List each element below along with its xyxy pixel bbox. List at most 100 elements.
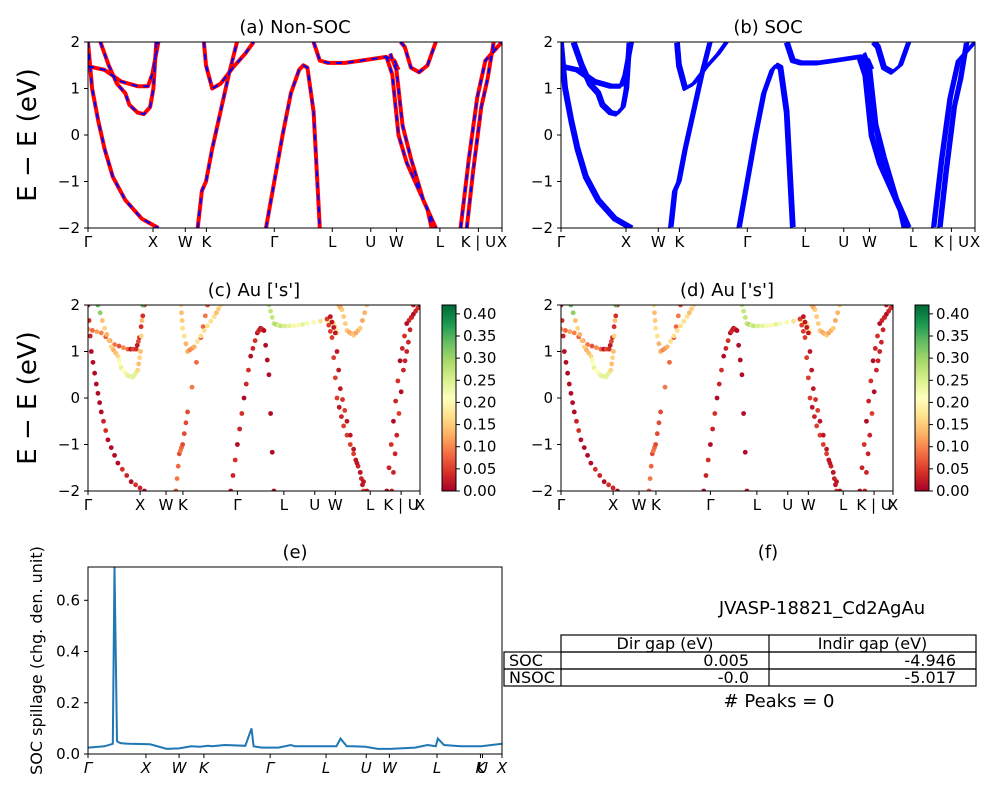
band-line-blue-dashed bbox=[99, 42, 158, 116]
projection-point bbox=[401, 367, 406, 373]
plot-area bbox=[88, 42, 502, 228]
projection-point bbox=[664, 344, 670, 350]
projection-point bbox=[721, 353, 727, 359]
projection-point bbox=[181, 431, 187, 437]
projection-point bbox=[136, 361, 142, 367]
projection-point bbox=[807, 395, 813, 401]
projection-point bbox=[882, 315, 888, 320]
projection-point bbox=[282, 323, 288, 329]
projection-point bbox=[613, 305, 619, 308]
colorbar-bar bbox=[914, 304, 930, 492]
projection-point bbox=[662, 384, 668, 390]
projection-point bbox=[800, 328, 806, 334]
projection-point bbox=[94, 329, 100, 335]
projection-point bbox=[815, 321, 821, 326]
projection-point bbox=[804, 325, 810, 330]
projection-point bbox=[201, 328, 207, 333]
projection-point bbox=[606, 346, 612, 352]
projection-point bbox=[675, 313, 681, 319]
projection-point bbox=[570, 400, 576, 406]
projection-point bbox=[751, 323, 756, 329]
x-tick-label: W bbox=[159, 496, 174, 514]
projection-point bbox=[800, 314, 806, 320]
projection-point bbox=[115, 460, 121, 466]
projection-point bbox=[205, 305, 210, 308]
projection-point bbox=[869, 411, 875, 416]
projection-point bbox=[105, 437, 111, 443]
x-tick-label: X bbox=[496, 759, 508, 777]
y-tick-label: −2 bbox=[531, 482, 553, 500]
projection-point bbox=[396, 411, 402, 416]
projection-point bbox=[571, 330, 577, 336]
x-tick-label: K bbox=[178, 496, 189, 514]
projection-point bbox=[342, 408, 348, 413]
projection-point bbox=[341, 314, 347, 320]
projection-point bbox=[678, 305, 683, 308]
projection-point bbox=[211, 314, 217, 320]
colorbar-tick-label: 0.30 bbox=[936, 349, 969, 367]
y-tick-label: 2 bbox=[543, 33, 553, 51]
projection-point bbox=[597, 473, 603, 478]
projection-point bbox=[773, 321, 779, 327]
x-tick-label: K | U bbox=[461, 233, 496, 251]
projection-point bbox=[589, 357, 595, 363]
table-row-label: NSOC bbox=[509, 668, 555, 687]
projection-point bbox=[263, 342, 269, 348]
x-tick-label: X bbox=[608, 496, 618, 514]
y-tick-label: 0.2 bbox=[56, 694, 80, 712]
x-tick-label: Γ bbox=[84, 496, 93, 514]
projection-point bbox=[341, 423, 347, 429]
projection-point bbox=[202, 313, 208, 319]
projection-point bbox=[567, 329, 573, 335]
projection-point bbox=[250, 346, 256, 351]
y-tick-label: 1 bbox=[70, 80, 80, 98]
x-tick-label: X bbox=[415, 496, 425, 514]
band-line-soc bbox=[573, 42, 633, 115]
projection-point bbox=[138, 324, 144, 330]
panel-title: (f) bbox=[758, 542, 778, 563]
projection-point bbox=[830, 325, 836, 331]
axes-frame bbox=[87, 41, 503, 229]
projection-point bbox=[351, 446, 356, 452]
projection-point bbox=[563, 328, 568, 333]
projection-point bbox=[115, 353, 121, 359]
projection-point bbox=[278, 323, 283, 329]
projection-point bbox=[871, 389, 877, 395]
plot-area bbox=[561, 42, 975, 228]
projection-point bbox=[402, 333, 407, 339]
projection-point bbox=[802, 335, 808, 340]
x-tick-label: L bbox=[433, 759, 441, 777]
projection-point bbox=[95, 305, 101, 308]
projection-point bbox=[611, 349, 616, 354]
projection-point bbox=[311, 319, 317, 325]
projection-point bbox=[399, 346, 405, 351]
projection-point bbox=[395, 378, 401, 384]
panel-title: (a) Non-SOC bbox=[239, 17, 350, 38]
projection-point bbox=[183, 341, 189, 347]
projection-point bbox=[195, 339, 200, 344]
projection-point bbox=[173, 488, 179, 491]
plot-area bbox=[561, 305, 912, 491]
band-line-soc bbox=[860, 54, 909, 228]
projection-point bbox=[907, 306, 912, 311]
projection-point bbox=[208, 318, 214, 324]
projection-point bbox=[264, 357, 270, 363]
projection-point bbox=[417, 305, 420, 308]
x-tick-label: X bbox=[621, 233, 631, 251]
projection-point bbox=[92, 370, 98, 376]
colorbar-tick-label: 0.10 bbox=[936, 438, 969, 456]
projection-point bbox=[194, 359, 199, 365]
colorbar-d: 0.00 0.05 0.10 0.15 0.20 0.25 0.30 0.35 0.40 bbox=[914, 304, 969, 500]
x-tick-label: K bbox=[476, 759, 487, 777]
panel-title: (e) bbox=[282, 542, 307, 563]
projection-point bbox=[578, 437, 584, 443]
projection-point bbox=[179, 318, 185, 323]
projection-point bbox=[866, 398, 872, 404]
x-tick-label: Γ bbox=[706, 496, 715, 514]
projection-point bbox=[174, 476, 180, 481]
band-line-soc bbox=[561, 42, 632, 89]
projection-point bbox=[741, 411, 746, 416]
